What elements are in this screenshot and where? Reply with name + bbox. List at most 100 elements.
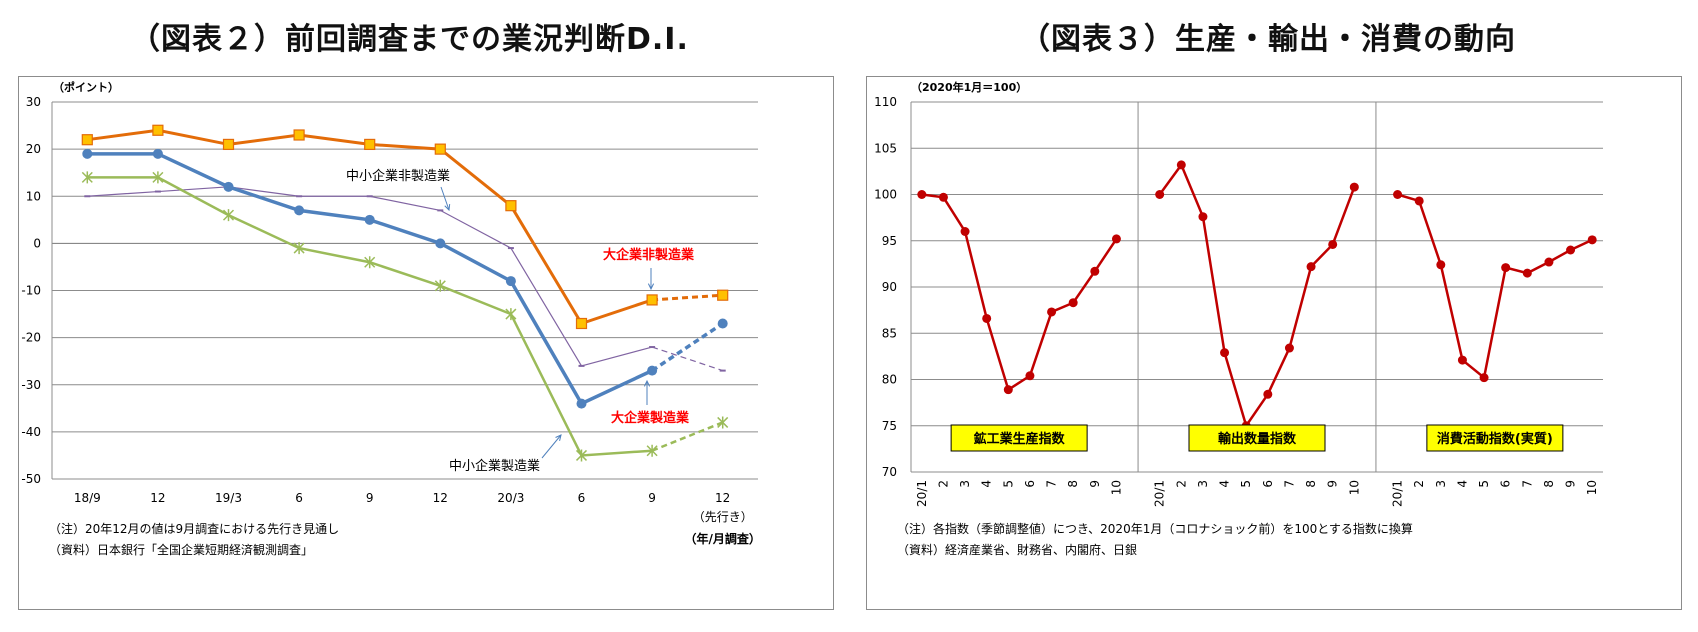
series-line xyxy=(921,193,1118,392)
y-tick-label: 80 xyxy=(882,373,897,387)
x-tick-label: 6 xyxy=(1499,480,1513,488)
data-point xyxy=(293,129,305,141)
y-tick-label: -10 xyxy=(21,284,41,298)
data-point xyxy=(646,294,658,306)
annotation-arrowhead xyxy=(444,203,451,212)
data-point xyxy=(1479,373,1489,383)
x-tick-label: 10 xyxy=(1109,480,1123,495)
x-tick-label: 3 xyxy=(1434,480,1448,488)
data-point xyxy=(646,444,658,457)
data-point xyxy=(1328,239,1338,249)
data-point xyxy=(575,317,588,330)
x-tick-label: 20/1 xyxy=(915,480,929,507)
x-tick-label: 7 xyxy=(1520,480,1534,488)
data-point xyxy=(1587,235,1597,245)
series-label: 消費活動指数(実質) xyxy=(1437,431,1553,447)
data-point xyxy=(152,171,164,184)
y-tick-label: 70 xyxy=(882,465,897,479)
series-line xyxy=(87,186,653,367)
x-tick-label: 4 xyxy=(980,480,994,488)
data-point xyxy=(1349,182,1359,192)
y-tick-label: 0 xyxy=(33,236,41,250)
data-point xyxy=(717,416,729,429)
y-tick-label: -30 xyxy=(21,378,41,392)
di-chart: 30 20 10 0 -10 -20 -30 -40 -50 （ポイント） 18/9 12 19/3 6 9… xyxy=(21,80,761,557)
data-point xyxy=(223,181,234,192)
data-point xyxy=(647,365,658,376)
series-label-box xyxy=(950,424,1088,452)
x-tick-label: 5 xyxy=(1477,480,1491,488)
series-label: 中小企業非製造業 xyxy=(346,168,450,184)
data-point xyxy=(1501,263,1511,273)
data-point xyxy=(960,227,970,236)
data-point xyxy=(1047,307,1057,317)
forecast-label: （先行き） xyxy=(693,510,753,524)
chart-source: （資料）経済産業省、財務省、内閣府、日銀 xyxy=(897,542,1137,557)
data-point xyxy=(1284,343,1294,353)
x-tick-label: 2 xyxy=(1174,480,1188,488)
data-point xyxy=(222,138,235,151)
data-point xyxy=(1155,190,1165,199)
x-tick-label: 2 xyxy=(936,480,950,488)
series-label-box xyxy=(1426,424,1564,452)
data-point xyxy=(364,138,376,151)
x-tick-label: 12 xyxy=(433,491,448,505)
y-tick-label: 10 xyxy=(26,189,41,203)
annotation-arrow xyxy=(440,186,450,211)
x-tick-label: 10 xyxy=(1585,480,1599,495)
x-tick-label: 4 xyxy=(1218,480,1232,488)
data-point xyxy=(1025,371,1035,381)
y-tick-label: 105 xyxy=(874,141,897,155)
x-tick-label: 6 xyxy=(295,491,303,505)
x-tick-label: 7 xyxy=(1045,480,1059,488)
y-tick-label: -50 xyxy=(21,472,41,486)
chart-note: （注）20年12月の値は9月調査における先行き見通し xyxy=(49,521,339,536)
data-point xyxy=(1198,212,1208,222)
right-chart-title: （図表３）生産・輸出・消費の動向 xyxy=(1020,22,1516,57)
x-tick-label: 9 xyxy=(648,491,656,505)
data-point xyxy=(222,209,235,222)
series-label: 輸出数量指数 xyxy=(1218,431,1297,447)
y-tick-label: -40 xyxy=(21,425,41,439)
data-point xyxy=(364,256,376,269)
data-point xyxy=(1068,298,1078,308)
annotation-arrowhead xyxy=(643,379,651,387)
data-point xyxy=(82,148,93,159)
x-tick-label: 8 xyxy=(1304,480,1318,488)
data-point xyxy=(1220,348,1230,358)
series-label-box xyxy=(1188,424,1326,452)
y-tick-label: 20 xyxy=(26,142,41,156)
data-point xyxy=(435,238,446,249)
series-forecast-line xyxy=(652,293,723,302)
y-tick-label: 85 xyxy=(882,326,897,340)
data-point xyxy=(1393,190,1403,199)
x-tick-label: 9 xyxy=(1326,480,1340,488)
x-tick-label: 6 xyxy=(578,491,586,505)
y-unit-label: （ポイント） xyxy=(53,80,119,94)
x-tick-label: 5 xyxy=(1001,480,1015,488)
y-tick-label: 110 xyxy=(874,95,897,109)
di-chart-panel: 30 20 10 0 -10 -20 -30 -40 -50 （ポイント） 18/9 12 19/3 6 9… xyxy=(18,76,834,610)
data-point xyxy=(1544,257,1554,267)
series-forecast-line xyxy=(651,421,724,452)
x-tick-label: 9 xyxy=(1564,480,1578,488)
data-point xyxy=(917,190,927,199)
data-point xyxy=(81,134,93,146)
x-tick-label: 12 xyxy=(150,491,165,505)
annotation-arrowhead xyxy=(555,434,562,441)
x-tick-label: 18/9 xyxy=(74,491,101,505)
data-point xyxy=(152,124,164,136)
data-point xyxy=(364,214,375,225)
data-point xyxy=(717,289,729,301)
series-label: 大企業非製造業 xyxy=(603,247,695,263)
x-tick-label: 20/1 xyxy=(1153,480,1167,507)
data-point xyxy=(1414,196,1424,206)
data-point xyxy=(1522,268,1532,278)
series-label: 鉱工業生産指数 xyxy=(974,431,1066,447)
data-point xyxy=(505,276,516,287)
x-tick-label: 8 xyxy=(1066,480,1080,488)
data-point xyxy=(505,200,517,212)
series-line xyxy=(1397,193,1593,380)
data-point xyxy=(982,313,992,323)
x-tick-label: 5 xyxy=(1239,480,1253,488)
